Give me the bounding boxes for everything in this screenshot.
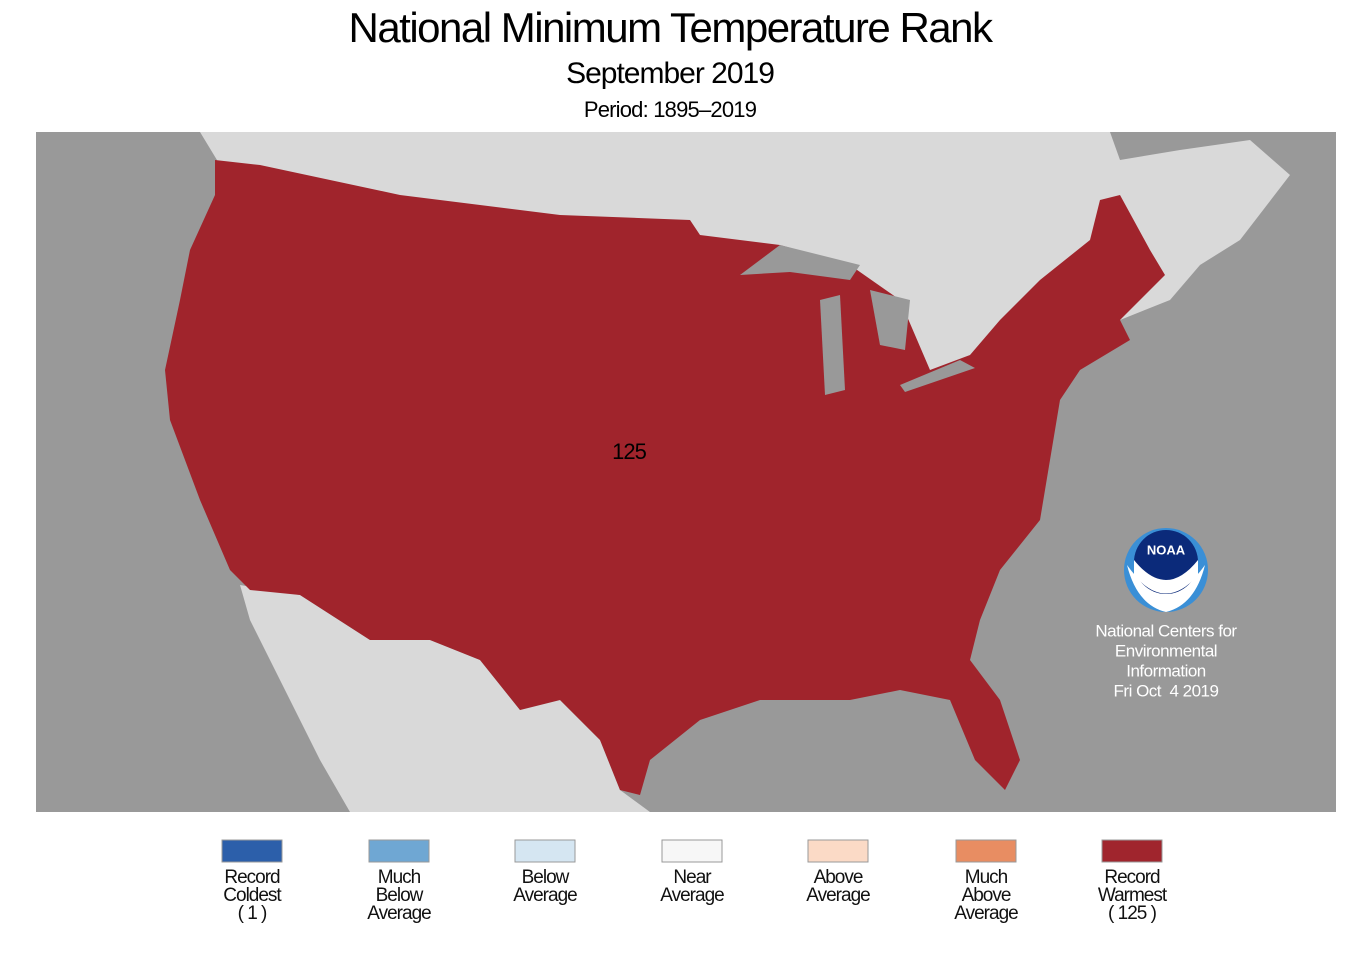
legend-swatch bbox=[661, 839, 723, 863]
credit: National Centers forEnvironmentalInforma… bbox=[1095, 621, 1238, 700]
logo-text: NOAA bbox=[1147, 542, 1186, 557]
conus bbox=[165, 160, 1165, 795]
credit-line: National Centers for bbox=[1095, 621, 1237, 640]
legend-label: Record bbox=[1104, 867, 1160, 888]
lake-michigan bbox=[820, 295, 845, 395]
legend-label: Much bbox=[378, 867, 421, 888]
legend-swatch bbox=[807, 839, 869, 863]
logo-gull bbox=[1127, 565, 1205, 612]
legend-label: Warmest bbox=[1098, 885, 1168, 906]
rank-label: 125 bbox=[612, 439, 646, 464]
legend-label: Coldest bbox=[223, 885, 282, 906]
legend-label: Below bbox=[522, 867, 570, 888]
legend-label: Average bbox=[954, 903, 1018, 924]
legend-swatch bbox=[955, 839, 1017, 863]
legend-label: Average bbox=[806, 885, 870, 906]
legend-label: Much bbox=[965, 867, 1008, 888]
map: 125 NOAA National Centers forEnvironment… bbox=[36, 132, 1336, 812]
subtitle: September 2019 bbox=[566, 57, 774, 90]
lake-erie bbox=[900, 360, 975, 392]
credit-line: Information bbox=[1126, 661, 1206, 680]
title: National Minimum Temperature Rank bbox=[348, 4, 994, 51]
legend-label: Above bbox=[814, 867, 863, 888]
legend-swatch bbox=[1101, 839, 1163, 863]
logo-wing bbox=[1134, 560, 1198, 594]
legend-label: ( 1 ) bbox=[238, 903, 267, 924]
legend-label: Average bbox=[513, 885, 577, 906]
legend-swatch bbox=[221, 839, 283, 863]
legend-label: Above bbox=[962, 885, 1011, 906]
legend-label: ( 125 ) bbox=[1108, 903, 1157, 924]
lake-huron bbox=[870, 290, 910, 350]
legend-swatch bbox=[368, 839, 430, 863]
lake-superior bbox=[740, 245, 860, 280]
mexico bbox=[240, 585, 650, 812]
period: Period: 1895–2019 bbox=[584, 97, 757, 122]
credit-line: Environmental bbox=[1115, 641, 1217, 660]
legend-label: Below bbox=[376, 885, 424, 906]
credit-line: Fri Oct 4 2019 bbox=[1114, 681, 1219, 700]
legend-label: Average bbox=[367, 903, 431, 924]
legend-label: Record bbox=[224, 867, 280, 888]
legend-label: Average bbox=[660, 885, 724, 906]
legend-swatch bbox=[514, 839, 576, 863]
legend-label: Near bbox=[673, 867, 712, 888]
